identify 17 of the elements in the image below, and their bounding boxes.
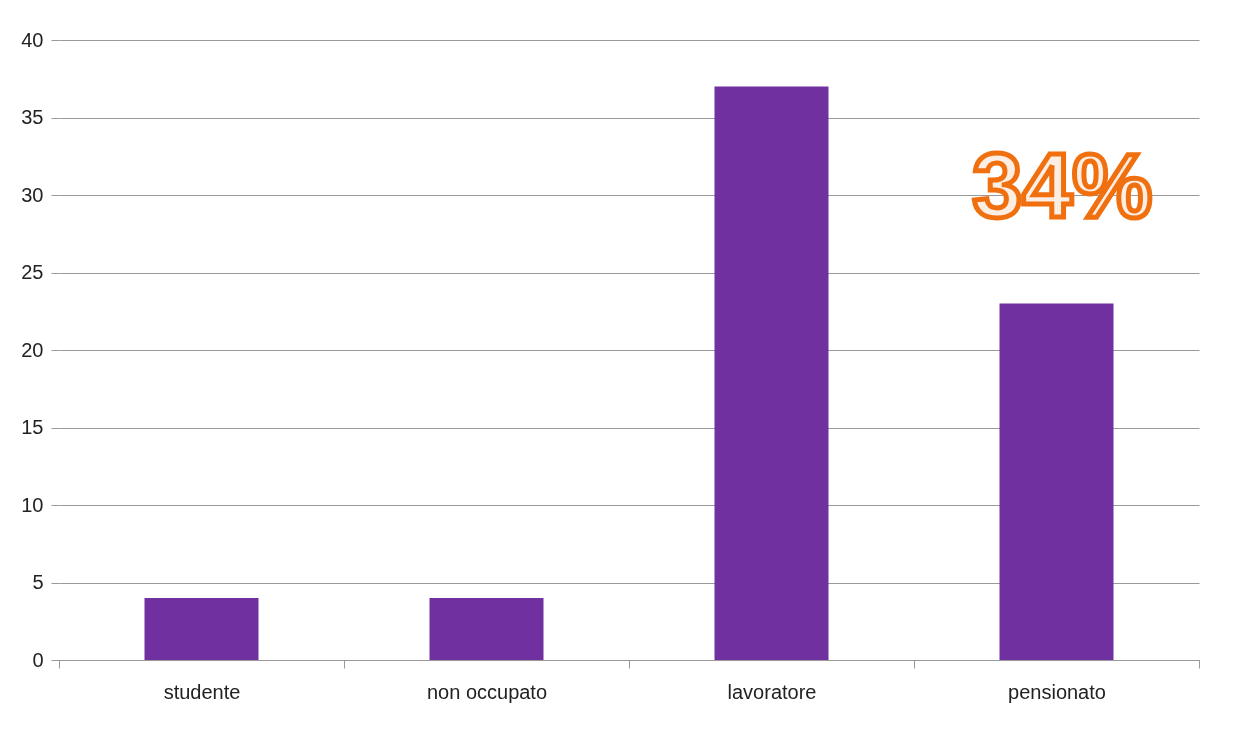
y-tick-label: 5	[32, 571, 44, 593]
x-tick-label: non occupato	[426, 680, 548, 703]
y-tick-label: 25	[21, 261, 44, 283]
bar	[144, 598, 259, 660]
y-tick-label: 20	[21, 338, 44, 361]
x-tick-label: lavoratore	[727, 680, 817, 703]
bar	[714, 86, 829, 660]
bar	[999, 303, 1114, 660]
y-tick-label: 40	[21, 28, 44, 51]
y-tick-label: 30	[21, 183, 44, 206]
bar	[429, 598, 544, 660]
x-tick-label: pensionato	[1008, 680, 1106, 703]
y-tick-label: 0	[32, 648, 44, 671]
y-tick-label: 15	[21, 416, 44, 438]
x-tick-label: studente	[163, 680, 241, 703]
y-tick-label: 35	[21, 106, 44, 128]
y-tick-label: 10	[21, 493, 44, 516]
